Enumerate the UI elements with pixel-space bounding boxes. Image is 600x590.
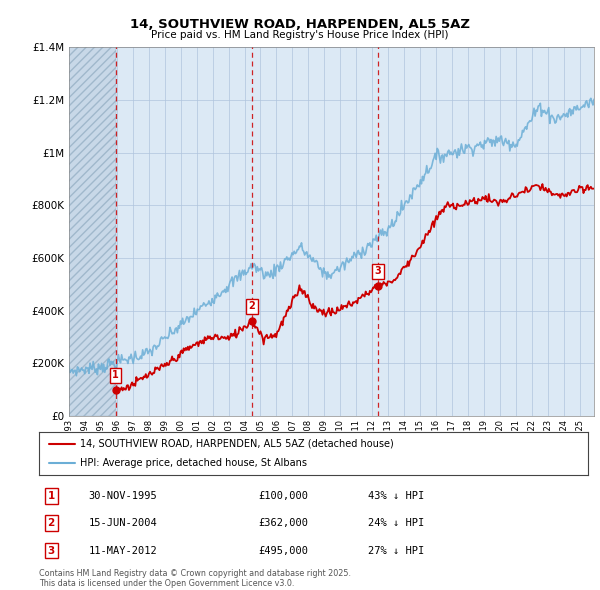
- Text: 43% ↓ HPI: 43% ↓ HPI: [368, 491, 425, 501]
- Text: £100,000: £100,000: [259, 491, 308, 501]
- Text: 1: 1: [112, 370, 119, 380]
- Text: 3: 3: [374, 266, 382, 276]
- Text: 3: 3: [47, 546, 55, 556]
- Text: Price paid vs. HM Land Registry's House Price Index (HPI): Price paid vs. HM Land Registry's House …: [151, 30, 449, 40]
- Text: 30-NOV-1995: 30-NOV-1995: [88, 491, 157, 501]
- Text: 14, SOUTHVIEW ROAD, HARPENDEN, AL5 5AZ (detached house): 14, SOUTHVIEW ROAD, HARPENDEN, AL5 5AZ (…: [80, 439, 394, 449]
- Text: £495,000: £495,000: [259, 546, 308, 556]
- Text: 24% ↓ HPI: 24% ↓ HPI: [368, 518, 425, 528]
- Text: 2: 2: [248, 301, 255, 311]
- Text: 1: 1: [47, 491, 55, 501]
- Text: £362,000: £362,000: [259, 518, 308, 528]
- Text: 15-JUN-2004: 15-JUN-2004: [88, 518, 157, 528]
- Text: HPI: Average price, detached house, St Albans: HPI: Average price, detached house, St A…: [80, 458, 307, 468]
- Text: 11-MAY-2012: 11-MAY-2012: [88, 546, 157, 556]
- Text: Contains HM Land Registry data © Crown copyright and database right 2025.
This d: Contains HM Land Registry data © Crown c…: [39, 569, 351, 588]
- Text: 14, SOUTHVIEW ROAD, HARPENDEN, AL5 5AZ: 14, SOUTHVIEW ROAD, HARPENDEN, AL5 5AZ: [130, 18, 470, 31]
- Text: 27% ↓ HPI: 27% ↓ HPI: [368, 546, 425, 556]
- Text: 2: 2: [47, 518, 55, 528]
